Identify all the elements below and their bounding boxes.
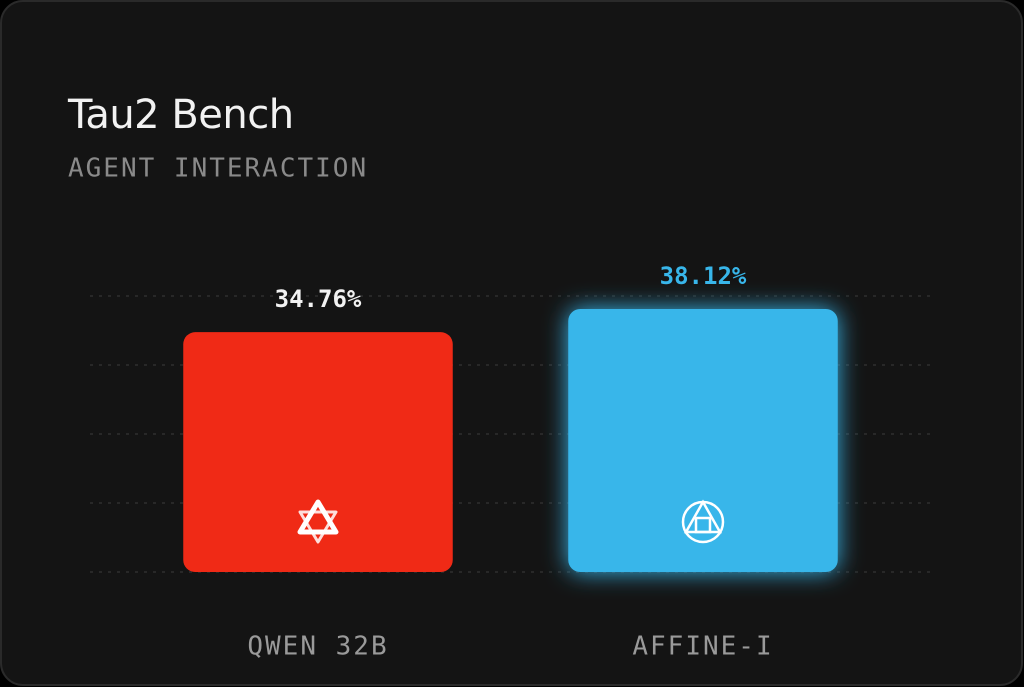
bars: QWEN 32B 34.76% AFFINE-I 38.12% bbox=[183, 262, 838, 662]
value-label: 34.76% bbox=[275, 285, 362, 313]
bar bbox=[568, 308, 838, 572]
affine-icon bbox=[694, 516, 712, 534]
qwen-icon bbox=[297, 499, 339, 535]
x-tick-label: AFFINE-I bbox=[632, 632, 773, 662]
chart-title: Tau2 Bench bbox=[67, 92, 294, 138]
value-label: 38.12% bbox=[660, 262, 747, 290]
bar bbox=[183, 332, 453, 572]
qwen-icon bbox=[298, 510, 338, 544]
x-tick-label: QWEN 32B bbox=[247, 632, 388, 662]
chart-subtitle: AGENT INTERACTION bbox=[68, 154, 368, 184]
